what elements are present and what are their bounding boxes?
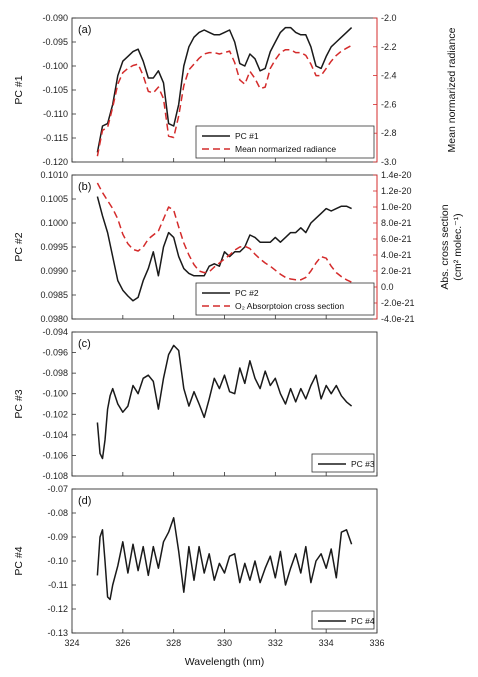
series-line-1 xyxy=(96,196,352,302)
y-tick-label: 0.1000 xyxy=(40,218,68,228)
y-tick-label: -0.105 xyxy=(42,85,68,95)
series-line-1 xyxy=(96,344,353,460)
y-tick-label: -0.10 xyxy=(47,556,68,566)
y-tick-label: 0.0985 xyxy=(40,290,68,300)
right-axis-label-line2: (cm² molec.⁻¹) xyxy=(452,213,464,280)
right-axis-label: Mean normarized radiance xyxy=(446,27,458,152)
y-tick-label: 0.0980 xyxy=(40,314,68,324)
y-tick-label: -0.098 xyxy=(42,368,68,378)
panel-d: -0.07 -0.08 -0.09 -0.10 -0.11 -0.12 -0.13 PC #4… xyxy=(13,484,378,638)
right-tick-label: 6.0e-21 xyxy=(381,234,412,244)
y-tick-label: -0.090 xyxy=(42,13,68,23)
x-tick-label: 334 xyxy=(319,638,334,648)
y-tick-label: -0.11 xyxy=(48,580,68,590)
right-tick-label: -2.4 xyxy=(381,71,397,81)
right-axis-label-line1: Abs. cross section xyxy=(439,204,451,289)
y-axis-label: PC #1 xyxy=(13,75,25,104)
x-tick-label: 332 xyxy=(268,638,283,648)
y-tick-label: -0.106 xyxy=(42,450,68,460)
x-tick-label: 328 xyxy=(166,638,181,648)
x-tick-label: 326 xyxy=(115,638,130,648)
series-line-1 xyxy=(96,517,353,601)
x-axis-label: Wavelength (nm) xyxy=(185,656,265,668)
legend: PC #2 O₂ Absorptoion cross section xyxy=(195,282,375,316)
right-tick-label: 1.4e-20 xyxy=(381,170,412,180)
y-tick-label: -0.108 xyxy=(42,471,68,481)
legend-box xyxy=(311,610,375,630)
right-tick-label: -2.6 xyxy=(381,99,397,109)
y-tick-label: -0.102 xyxy=(42,409,68,419)
panel-label: (b) xyxy=(78,181,91,193)
panel-c: -0.094 -0.096 -0.098 -0.100 -0.102 -0.104 -0.1… xyxy=(13,327,378,481)
y-tick-label: -0.12 xyxy=(47,604,68,614)
y-tick-label: -0.094 xyxy=(42,327,68,337)
panel-b: 0.1010 0.1005 0.1000 0.0995 0.0990 0.0985 0.09… xyxy=(13,170,464,324)
x-tick-label: 336 xyxy=(369,638,384,648)
legend-box xyxy=(195,125,375,159)
legend-box xyxy=(311,453,375,473)
legend: PC #4 xyxy=(311,610,375,630)
right-tick-label: -2.0e-21 xyxy=(381,298,415,308)
right-tick-label: -3.0 xyxy=(381,157,397,167)
right-tick-label: 0.0 xyxy=(381,282,394,292)
series-line-2 xyxy=(96,44,352,157)
panel-label: (a) xyxy=(78,24,91,36)
series-line-1 xyxy=(96,26,353,153)
panel-a: -0.090 -0.095 -0.100 -0.105 -0.110 -0.115 -0.1… xyxy=(13,13,458,167)
y-axis-label: PC #3 xyxy=(13,389,25,418)
legend-label: PC #4 xyxy=(351,616,375,626)
legend-box xyxy=(195,282,375,316)
y-tick-label: -0.110 xyxy=(43,109,68,119)
y-tick-label: -0.100 xyxy=(42,61,68,71)
y-tick-label: -0.120 xyxy=(42,157,68,167)
right-tick-label: 4.0e-21 xyxy=(381,250,412,260)
y-tick-label: 0.1005 xyxy=(40,194,68,204)
series-line-2 xyxy=(96,182,352,283)
panel-label: (c) xyxy=(78,338,91,350)
legend-label: PC #2 xyxy=(235,288,259,298)
legend-label: PC #1 xyxy=(235,131,259,141)
y-tick-label: -0.08 xyxy=(47,508,68,518)
legend: PC #3 xyxy=(311,453,375,473)
right-tick-label: 2.0e-21 xyxy=(381,266,412,276)
x-tick-label: 324 xyxy=(64,638,79,648)
y-tick-label: -0.07 xyxy=(47,484,68,494)
right-tick-label: 8.0e-21 xyxy=(381,218,412,228)
right-tick-label: 1.0e-20 xyxy=(381,202,412,212)
right-tick-label: -4.0e-21 xyxy=(381,314,415,324)
legend: PC #1 Mean normarized radiance xyxy=(195,125,375,159)
y-tick-label: 0.0995 xyxy=(40,242,68,252)
legend-label: Mean normarized radiance xyxy=(235,144,336,154)
y-axis-label: PC #2 xyxy=(13,232,25,261)
legend-label: O₂ Absorptoion cross section xyxy=(235,301,344,311)
y-tick-label: -0.095 xyxy=(42,37,68,47)
right-tick-label: 1.2e-20 xyxy=(381,186,412,196)
y-tick-label: -0.13 xyxy=(47,628,68,638)
panel-label: (d) xyxy=(78,495,91,507)
right-tick-label: -2.0 xyxy=(381,13,397,23)
y-tick-label: 0.0990 xyxy=(40,266,68,276)
y-tick-label: -0.100 xyxy=(42,389,68,399)
y-tick-label: -0.104 xyxy=(42,430,68,440)
y-tick-label: -0.115 xyxy=(43,133,68,143)
y-axis-label: PC #4 xyxy=(13,546,25,575)
right-tick-label: -2.8 xyxy=(381,128,397,138)
legend-label: PC #3 xyxy=(351,459,375,469)
right-tick-label: -2.2 xyxy=(381,42,397,52)
y-tick-label: -0.09 xyxy=(47,532,68,542)
y-tick-label: -0.096 xyxy=(42,348,68,358)
x-tick-label: 330 xyxy=(217,638,232,648)
y-tick-label: 0.1010 xyxy=(40,170,68,180)
